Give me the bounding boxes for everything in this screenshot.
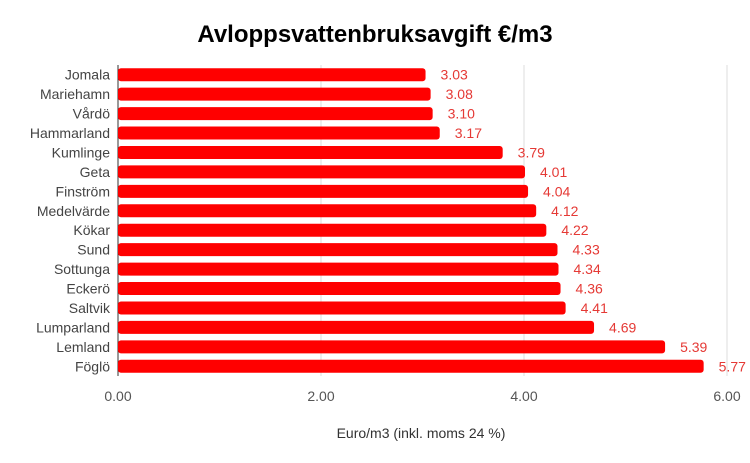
x-axis-title: Euro/m3 (inkl. moms 24 %) bbox=[337, 425, 506, 441]
category-label: Kumlinge bbox=[52, 144, 111, 160]
bar bbox=[118, 126, 440, 140]
bar bbox=[118, 87, 431, 101]
data-label: 4.33 bbox=[572, 242, 599, 258]
data-label: 4.69 bbox=[609, 319, 636, 335]
bar bbox=[118, 223, 547, 237]
data-label: 3.08 bbox=[446, 86, 473, 102]
x-tick-label: 6.00 bbox=[713, 388, 740, 404]
data-label: 4.41 bbox=[581, 300, 608, 316]
data-label: 4.04 bbox=[543, 183, 570, 199]
data-label: 5.77 bbox=[719, 358, 746, 374]
data-label: 3.10 bbox=[448, 106, 475, 122]
data-label: 4.22 bbox=[561, 222, 588, 238]
category-label: Kökar bbox=[73, 222, 110, 238]
x-tick-label: 2.00 bbox=[307, 388, 334, 404]
bar bbox=[118, 204, 537, 218]
category-label: Hammarland bbox=[30, 125, 110, 141]
x-tick-labels: 0.00 2.00 4.00 6.00 bbox=[104, 388, 740, 404]
chart-title: Avloppsvattenbruksavgift €/m3 bbox=[197, 21, 552, 48]
bar bbox=[118, 320, 595, 334]
bar bbox=[118, 243, 558, 257]
data-label: 4.01 bbox=[540, 164, 567, 180]
category-labels: Jomala Mariehamn Vårdö Hammarland Kumlinge Ge… bbox=[30, 67, 111, 375]
bar bbox=[118, 68, 426, 82]
category-label: Jomala bbox=[65, 67, 110, 83]
category-label: Eckerö bbox=[66, 281, 110, 297]
bar bbox=[118, 107, 433, 121]
data-label: 3.03 bbox=[441, 67, 468, 83]
bar bbox=[118, 184, 529, 198]
data-label: 3.79 bbox=[518, 144, 545, 160]
x-tick-label: 0.00 bbox=[104, 388, 131, 404]
data-label: 3.17 bbox=[455, 125, 482, 141]
data-label: 5.39 bbox=[680, 339, 707, 355]
bar bbox=[118, 359, 704, 373]
category-label: Finström bbox=[56, 183, 110, 199]
data-label: 4.36 bbox=[576, 281, 603, 297]
bar bbox=[118, 340, 666, 354]
value-labels: 3.03 3.08 3.10 3.17 3.79 4.01 4.04 4.12 4.22 4.33… bbox=[441, 67, 747, 375]
bar bbox=[118, 301, 566, 315]
data-label: 4.34 bbox=[574, 261, 601, 277]
category-label: Sottunga bbox=[54, 261, 110, 277]
category-label: Saltvik bbox=[69, 300, 111, 316]
category-label: Vårdö bbox=[73, 106, 111, 122]
bar bbox=[118, 282, 561, 296]
data-label: 4.12 bbox=[551, 203, 578, 219]
x-tick-label: 4.00 bbox=[510, 388, 537, 404]
category-label: Föglö bbox=[75, 358, 110, 374]
category-label: Geta bbox=[80, 164, 111, 180]
category-label: Mariehamn bbox=[40, 86, 110, 102]
bar bbox=[118, 165, 526, 179]
category-label: Sund bbox=[77, 242, 110, 258]
bars bbox=[118, 68, 704, 373]
bar bbox=[118, 262, 559, 276]
bar bbox=[118, 145, 503, 159]
category-label: Medelvärde bbox=[37, 203, 110, 219]
category-label: Lumparland bbox=[36, 319, 110, 335]
category-label: Lemland bbox=[56, 339, 110, 355]
